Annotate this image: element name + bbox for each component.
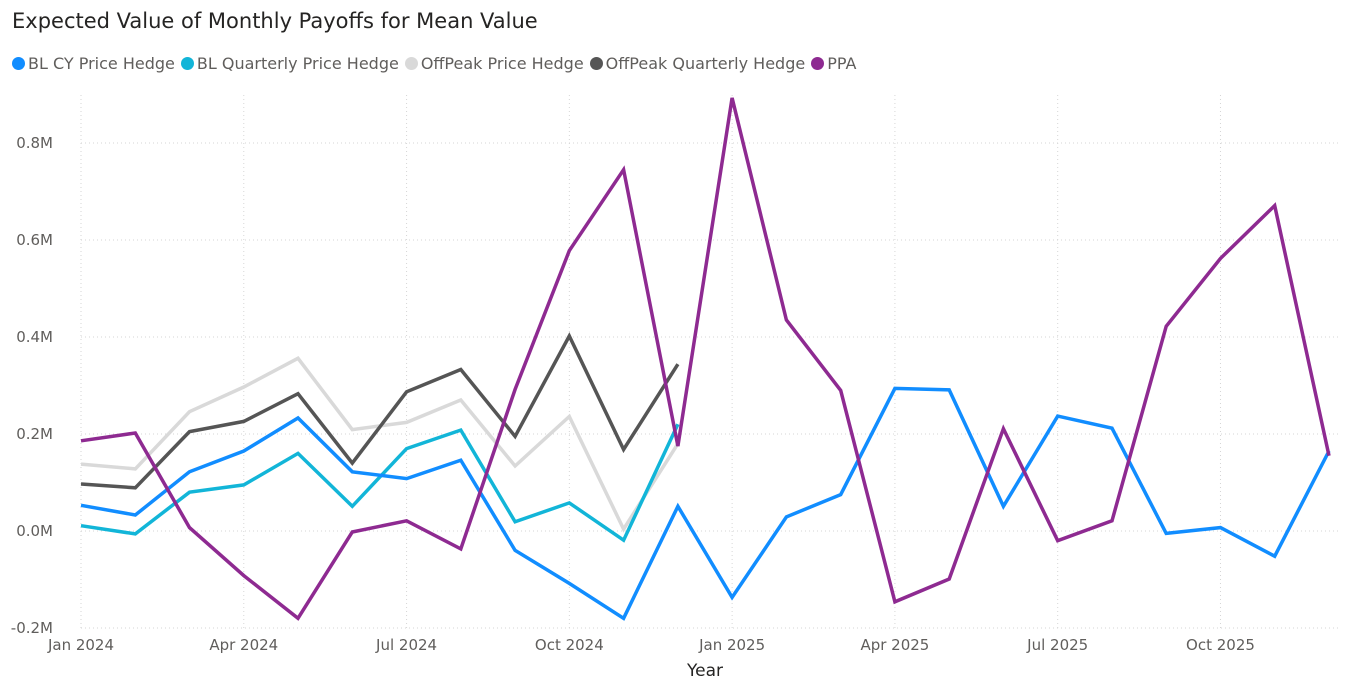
series-line[interactable]	[80, 97, 1331, 621]
x-axis-title: Year	[686, 661, 723, 681]
legend-marker	[12, 57, 25, 70]
series-line[interactable]	[80, 356, 680, 533]
y-tick-label: -0.2M	[11, 619, 53, 637]
x-tick-label: Jul 2025	[1026, 636, 1088, 654]
x-tick-label: Jul 2024	[375, 636, 437, 654]
series-line[interactable]	[80, 386, 1331, 621]
x-tick-label: Jan 2025	[698, 636, 765, 654]
legend-marker	[589, 57, 603, 70]
legend-label: BL CY Price Hedge	[28, 54, 175, 73]
x-tick-label: Apr 2024	[209, 636, 278, 654]
legend-marker	[404, 57, 418, 70]
y-tick-label: 0.4M	[16, 328, 53, 346]
series-lines	[80, 97, 1331, 621]
legend-item[interactable]: OffPeak Price Hedge	[404, 54, 584, 73]
legend-label: PPA	[827, 54, 857, 73]
legend-marker	[180, 57, 194, 70]
chart-legend: BL CY Price Hedge BL Quarterly Price Hedg…	[12, 54, 862, 73]
legend-item[interactable]: BL Quarterly Price Hedge	[180, 54, 399, 73]
x-tick-label: Oct 2025	[1186, 636, 1255, 654]
legend-label: OffPeak Price Hedge	[420, 54, 584, 73]
series-line[interactable]	[80, 423, 680, 543]
legend-item[interactable]: BL CY Price Hedge	[12, 54, 175, 73]
legend-item[interactable]: PPA	[811, 54, 856, 73]
legend-marker	[811, 57, 825, 70]
y-axis-ticks: -0.2M 0.0M 0.2M 0.4M 0.6M 0.8M	[11, 134, 53, 637]
x-axis-ticks: Jan 2024 Apr 2024 Jul 2024 Oct 2024 Jan 2025…	[47, 636, 1255, 654]
x-tick-label: Oct 2024	[535, 636, 604, 654]
legend-label: BL Quarterly Price Hedge	[196, 54, 399, 73]
x-tick-label: Jan 2024	[47, 636, 114, 654]
series-line[interactable]	[80, 332, 680, 490]
legend-item[interactable]: OffPeak Quarterly Hedge	[589, 54, 806, 73]
y-tick-label: 0.0M	[16, 522, 53, 540]
y-tick-label: 0.6M	[16, 231, 53, 249]
x-tick-label: Apr 2025	[860, 636, 929, 654]
y-tick-label: 0.8M	[16, 134, 53, 152]
gridlines	[80, 95, 1339, 629]
chart-title: Expected Value of Monthly Payoffs for Me…	[12, 9, 538, 33]
y-tick-label: 0.2M	[16, 425, 53, 443]
legend-label: OffPeak Quarterly Hedge	[605, 54, 806, 73]
